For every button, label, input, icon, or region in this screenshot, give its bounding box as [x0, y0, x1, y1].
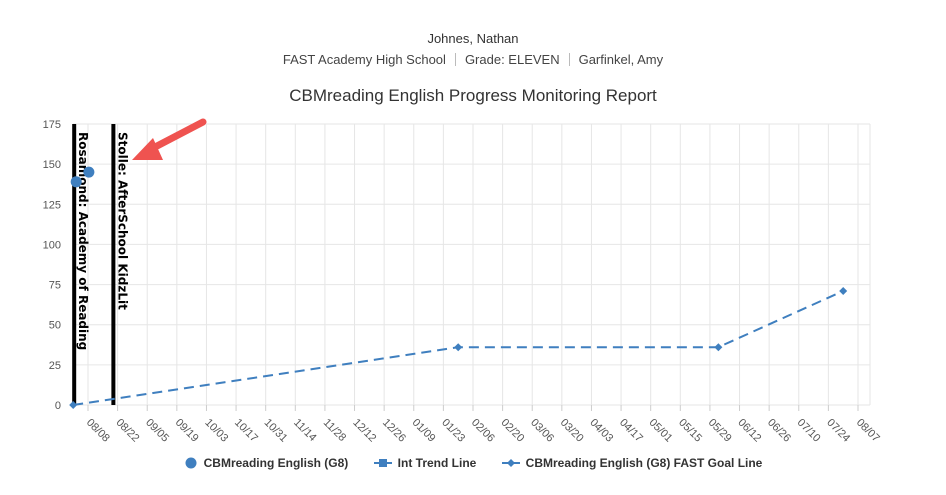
goal-line [73, 290, 844, 406]
legend-label-scores: CBMreading English (G8) [203, 456, 349, 470]
y-tick-label: 75 [49, 280, 61, 292]
x-tick-label: 03/20 [558, 417, 586, 445]
y-tick-label: 25 [49, 360, 61, 372]
legend-circle-icon [185, 457, 197, 469]
x-tick-label: 10/31 [262, 417, 290, 445]
student-name: Johnes, Nathan [427, 31, 519, 46]
x-tick-label: 01/09 [410, 417, 438, 445]
meta-divider [454, 53, 456, 66]
student-meta: FAST Academy High School Grade: ELEVEN Gar… [0, 51, 946, 69]
legend-diamond-line-icon [501, 459, 520, 467]
chart-title: CBMreading English Progress Monitoring R… [289, 86, 657, 105]
x-tick-label: 06/12 [735, 417, 763, 445]
legend-square-line-icon [373, 459, 392, 467]
x-tick-label: 04/17 [617, 417, 645, 445]
school-name: FAST Academy High School [282, 52, 446, 67]
x-tick-label: 10/17 [232, 417, 260, 445]
x-tick-label: 10/03 [202, 417, 230, 445]
score-point [83, 166, 95, 178]
score-point [70, 176, 82, 188]
x-tick-label: 05/29 [706, 417, 734, 445]
x-tick-label: 09/19 [173, 417, 201, 445]
x-tick-label: 11/28 [321, 417, 348, 444]
intervention-label: Stolle: AfterSchool KidzLit [115, 132, 129, 310]
y-tick-label: 50 [49, 320, 61, 332]
callout-arrow-head [132, 138, 163, 160]
report-header: Johnes, Nathan FAST Academy High School G… [0, 30, 946, 69]
x-tick-label: 05/15 [676, 417, 704, 445]
chart-legend: CBMreading English (G8) Int Trend Line C… [0, 456, 946, 473]
y-tick-label: 150 [43, 159, 61, 171]
x-tick-label: 02/06 [469, 417, 497, 445]
x-tick-label: 04/03 [587, 417, 615, 445]
meta-divider [568, 53, 570, 66]
y-tick-label: 100 [43, 239, 61, 251]
x-tick-label: 08/22 [113, 417, 141, 445]
legend-label-goal: CBMreading English (G8) FAST Goal Line [525, 456, 763, 470]
x-tick-label: 05/01 [647, 417, 675, 445]
legend-item-trend[interactable]: Int Trend Line [373, 456, 477, 470]
x-tick-label: 01/23 [439, 417, 467, 445]
x-tick-label: 12/12 [350, 417, 378, 445]
grade-label: Grade: ELEVEN [464, 52, 560, 67]
x-tick-label: 03/06 [528, 417, 556, 445]
goal-point [839, 286, 848, 295]
x-tick-label: 08/08 [84, 417, 112, 445]
teacher-name: Garfinkel, Amy [578, 52, 664, 67]
x-tick-label: 12/26 [380, 417, 408, 445]
y-tick-label: 125 [43, 199, 61, 211]
goal-point [454, 343, 463, 352]
intervention-label: Rosamond: Academy of Reading [76, 132, 90, 350]
y-tick-label: 0 [55, 400, 61, 412]
callout-arrow-shaft [153, 118, 207, 150]
goal-point [69, 401, 78, 409]
x-tick-label: 08/07 [854, 417, 882, 445]
legend-item-scores[interactable]: CBMreading English (G8) [184, 456, 349, 470]
x-tick-label: 11/14 [291, 417, 318, 444]
x-tick-label: 06/26 [765, 417, 793, 445]
x-tick-label: 09/05 [143, 417, 171, 445]
legend-label-trend: Int Trend Line [397, 456, 477, 470]
x-tick-label: 07/24 [824, 417, 852, 445]
legend-item-goal[interactable]: CBMreading English (G8) FAST Goal Line [501, 456, 763, 470]
y-tick-label: 175 [43, 119, 61, 131]
goal-point [714, 343, 723, 352]
x-tick-label: 02/20 [498, 417, 526, 445]
x-tick-label: 07/10 [795, 417, 823, 445]
